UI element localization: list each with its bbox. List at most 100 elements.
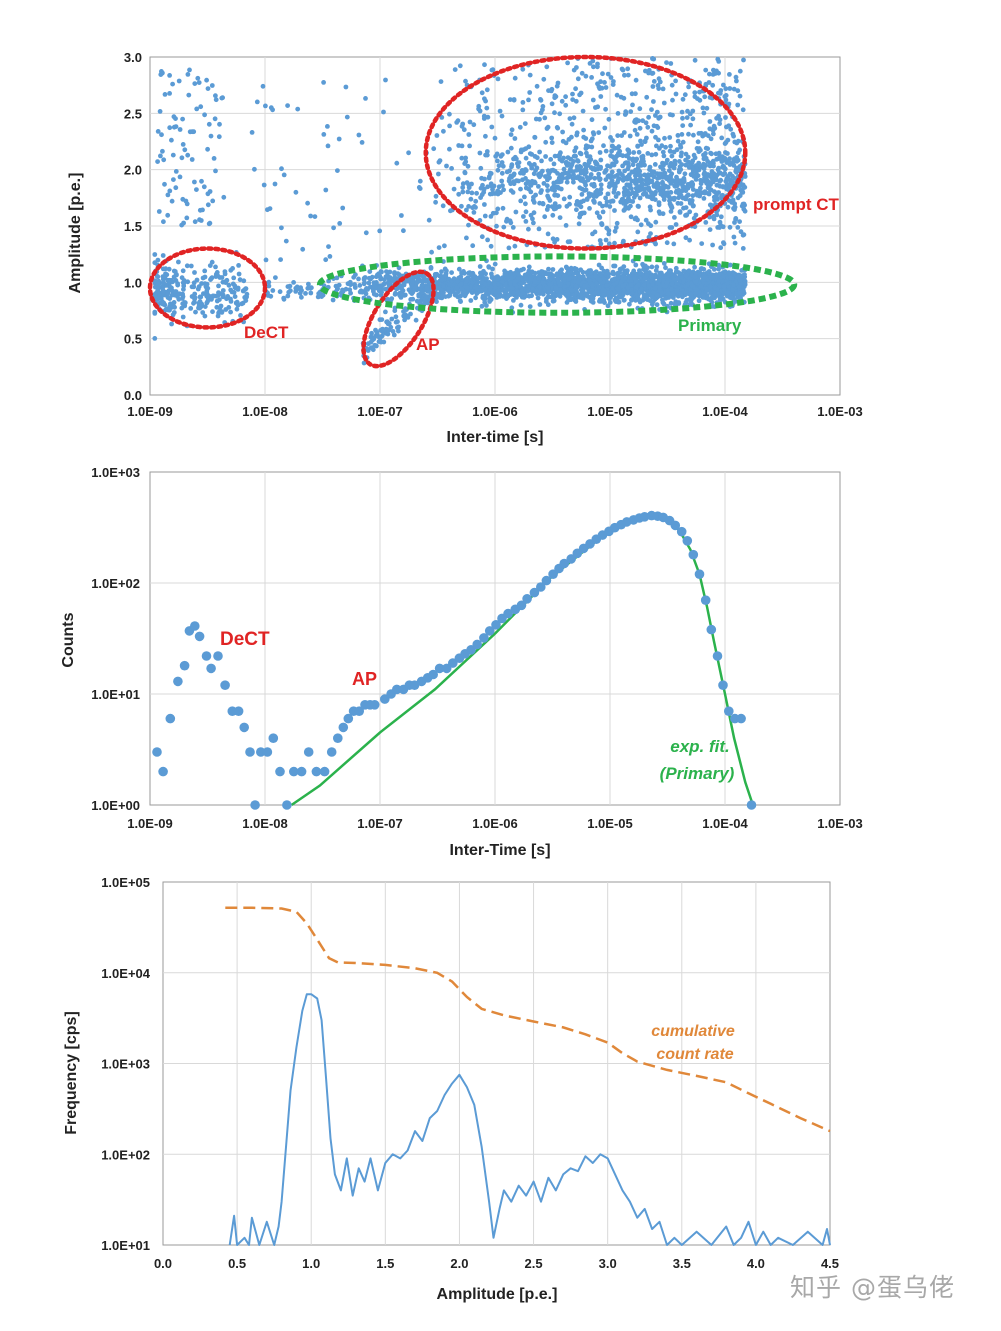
scatter-point [537, 174, 542, 180]
scatter-point [527, 90, 533, 95]
scatter-point [741, 232, 747, 238]
scatter-point [503, 283, 508, 289]
scatter-point [199, 178, 204, 184]
scatter-point [353, 272, 358, 278]
scatter-point [560, 175, 566, 181]
scatter-point [478, 165, 484, 171]
scatter-point [426, 217, 432, 223]
scatter-point [462, 170, 468, 176]
counts-point [694, 569, 705, 579]
scatter-point [401, 309, 406, 314]
scatter-point [512, 243, 518, 249]
scatter-point [499, 113, 505, 119]
scatter-point [397, 291, 403, 297]
scatter-point [598, 182, 604, 188]
scatter-point [546, 195, 551, 201]
x-tick-label: 1.0E-06 [472, 404, 518, 419]
scatter-point [164, 282, 169, 288]
scatter-point [577, 150, 583, 156]
scatter-point [406, 150, 411, 156]
scatter-point [546, 266, 551, 272]
scatter-point [637, 106, 643, 112]
counts-point [369, 700, 380, 710]
scatter-point [210, 309, 215, 315]
scatter-point [514, 156, 519, 162]
scatter-point [337, 221, 343, 226]
scatter-point [501, 224, 507, 230]
scatter-point [580, 108, 586, 114]
scatter-point [180, 291, 186, 297]
scatter-point [595, 104, 601, 110]
scatter-point [616, 168, 622, 174]
scatter-point [560, 129, 565, 135]
scatter-point [391, 277, 396, 283]
scatter-point [534, 83, 540, 89]
scatter-point [495, 167, 501, 173]
scatter-point [723, 86, 729, 92]
counts-point [682, 536, 693, 546]
scatter-point [708, 275, 714, 281]
scatter-point [630, 199, 636, 204]
scatter-point [170, 152, 176, 158]
scatter-point [578, 267, 584, 273]
scatter-point [173, 116, 178, 121]
scatter-point [191, 300, 196, 306]
scatter-point [712, 71, 718, 76]
scatter-point [206, 121, 212, 127]
scatter-point [462, 161, 468, 167]
scatter-point [523, 155, 529, 161]
scatter-point [184, 201, 190, 207]
scatter-point [306, 281, 311, 287]
scatter-point [526, 226, 531, 232]
scatter-point [661, 261, 667, 266]
scatter-point [680, 96, 686, 102]
scatter-point [707, 119, 713, 124]
scatter-point [645, 289, 651, 295]
counts-point [262, 747, 273, 757]
counts-point [706, 624, 717, 635]
scatter-point [708, 136, 714, 142]
scatter-point [574, 65, 579, 70]
x-tick-label: 1.0E-03 [817, 404, 863, 419]
scatter-point [725, 176, 730, 182]
scatter-point [690, 193, 696, 199]
scatter-point [663, 295, 669, 301]
scatter-point [379, 269, 384, 275]
scatter-point [615, 271, 621, 277]
scatter-point [651, 56, 657, 62]
scatter-point [549, 135, 555, 141]
scatter-point [684, 212, 689, 218]
scatter-point [192, 219, 198, 225]
scatter-point [589, 136, 595, 142]
scatter-point [267, 206, 273, 212]
scatter-point [692, 94, 698, 100]
scatter-point [383, 77, 388, 83]
scatter-point [614, 92, 620, 98]
scatter-point [391, 332, 397, 338]
scatter-point [583, 73, 589, 79]
counts-point [275, 766, 285, 777]
scatter-point [567, 116, 573, 121]
scatter-point [429, 249, 434, 255]
scatter-point [393, 286, 399, 291]
y-tick-label: 0.5 [124, 332, 142, 347]
x-tick-label: 1.0E-06 [472, 816, 518, 831]
counts-point [158, 766, 168, 777]
scatter-point [529, 178, 535, 184]
scatter-point [733, 74, 739, 80]
scatter-point [185, 279, 191, 285]
counts-point [333, 733, 343, 743]
scatter-point [727, 262, 733, 268]
scatter-point [379, 289, 384, 295]
scatter-point [603, 195, 608, 201]
scatter-point [646, 283, 652, 289]
scatter-point [449, 270, 454, 275]
scatter-point [401, 228, 406, 234]
scatter-point [725, 151, 730, 156]
scatter-point [698, 147, 703, 153]
scatter-point [173, 289, 178, 294]
scatter-point [502, 268, 507, 274]
scatter-point [552, 188, 557, 193]
scatter-point [623, 109, 629, 115]
scatter-point [180, 116, 186, 122]
